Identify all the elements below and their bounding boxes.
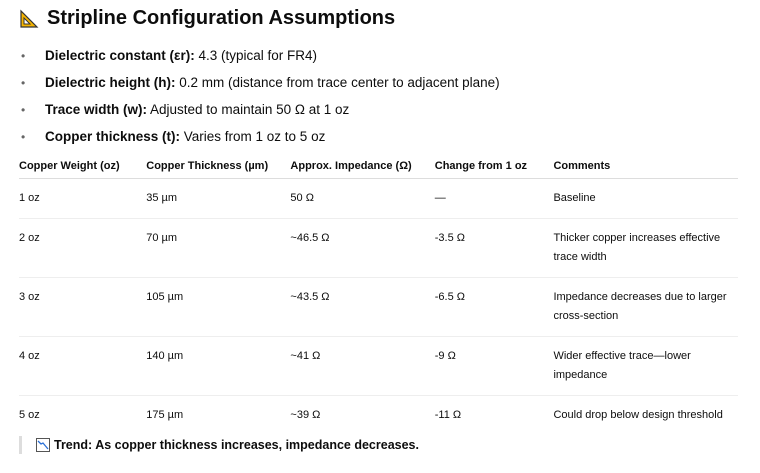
table-row: 1 oz 35 µm 50 Ω — Baseline bbox=[19, 178, 738, 219]
bullet-icon: • bbox=[21, 103, 26, 117]
table-row: 5 oz 175 µm ~39 Ω -11 Ω Could drop below des… bbox=[19, 396, 738, 436]
column-header: Copper Weight (oz) bbox=[19, 160, 147, 179]
table-cell: -6.5 Ω bbox=[434, 277, 554, 337]
list-item: • Copper thickness (t): Varies from 1 oz … bbox=[19, 127, 500, 154]
table-cell: 50 Ω bbox=[290, 178, 435, 219]
item-label: Dielectric height (h): bbox=[45, 75, 176, 90]
impedance-table: Copper Weight (oz) Copper Thickness (µm) A… bbox=[19, 160, 738, 435]
bullet-icon: • bbox=[21, 49, 26, 63]
table-row: 4 oz 140 µm ~41 Ω -9 Ω Wider effective trace… bbox=[19, 336, 738, 396]
bullet-icon: • bbox=[21, 130, 26, 144]
triangular-ruler-icon bbox=[20, 9, 39, 28]
table-cell: -9 Ω bbox=[434, 336, 554, 396]
table-row: 2 oz 70 µm ~46.5 Ω -3.5 Ω Thicker copper inc… bbox=[19, 218, 738, 278]
section-heading: Stripline Configuration Assumptions bbox=[19, 7, 395, 30]
table-cell: ~39 Ω bbox=[290, 409, 321, 421]
table-cell: 2 oz bbox=[19, 218, 147, 278]
table-cell: 1 oz bbox=[19, 178, 147, 219]
table-cell: 140 µm bbox=[146, 336, 291, 396]
table-cell: 3 oz bbox=[19, 277, 147, 337]
list-item: • Dielectric constant (εr): 4.3 (typical … bbox=[19, 46, 500, 73]
table-cell: ~43.5 Ω bbox=[290, 277, 435, 337]
item-text: 0.2 mm (distance from trace center to ad… bbox=[175, 75, 500, 90]
table-header-row: Copper Weight (oz) Copper Thickness (µm) A… bbox=[19, 160, 738, 179]
column-header: Comments bbox=[553, 160, 738, 179]
trend-callout: Trend: As copper thickness increases, im… bbox=[19, 436, 419, 454]
item-label: Dielectric constant (εr) bbox=[45, 48, 191, 63]
list-item: • Trace width (w): Adjusted to maintain 5… bbox=[19, 100, 500, 127]
table-cell: ~41 Ω bbox=[290, 336, 435, 396]
table-cell: Wider effective trace—lower impedance bbox=[553, 336, 738, 396]
bullet-icon: • bbox=[21, 76, 26, 90]
item-text: 4.3 (typical for FR4) bbox=[194, 48, 317, 63]
table-cell: Impedance decreases due to larger cross-… bbox=[553, 277, 738, 337]
table-cell: ~46.5 Ω bbox=[290, 218, 435, 278]
item-label: Copper thickness (t): bbox=[45, 129, 181, 144]
page-title: Stripline Configuration Assumptions bbox=[47, 7, 396, 29]
list-item: • Dielectric height (h): 0.2 mm (distance… bbox=[19, 73, 500, 100]
table-cell: Could drop below design threshold bbox=[553, 409, 723, 421]
table-cell: -11 Ω bbox=[434, 409, 462, 421]
column-header: Approx. Impedance (Ω) bbox=[290, 160, 435, 179]
table-cell: — bbox=[434, 178, 554, 219]
item-text: Varies from 1 oz to 5 oz bbox=[180, 129, 326, 144]
table-cell: Baseline bbox=[553, 178, 738, 219]
trend-text: Trend: As copper thickness increases, im… bbox=[54, 438, 419, 452]
table-cell: 70 µm bbox=[146, 218, 291, 278]
table-cell: 4 oz bbox=[19, 336, 147, 396]
table-cell: 175 µm bbox=[146, 409, 184, 421]
assumptions-list: • Dielectric constant (εr): 4.3 (typical … bbox=[19, 46, 500, 154]
item-sep: : bbox=[190, 48, 195, 63]
table-cell: -3.5 Ω bbox=[434, 218, 554, 278]
table-cell: 5 oz bbox=[19, 409, 40, 421]
table-cell: 105 µm bbox=[146, 277, 291, 337]
table-cell: 35 µm bbox=[146, 178, 291, 219]
column-header: Copper Thickness (µm) bbox=[146, 160, 291, 179]
item-text: Adjusted to maintain 50 Ω at 1 oz bbox=[147, 102, 350, 117]
column-header: Change from 1 oz bbox=[434, 160, 554, 179]
chart-decreasing-icon bbox=[36, 438, 50, 452]
item-label: Trace width (w): bbox=[45, 102, 148, 117]
table-cell: Thicker copper increases effective trace… bbox=[553, 218, 738, 278]
table-row: 3 oz 105 µm ~43.5 Ω -6.5 Ω Impedance decreas… bbox=[19, 277, 738, 337]
